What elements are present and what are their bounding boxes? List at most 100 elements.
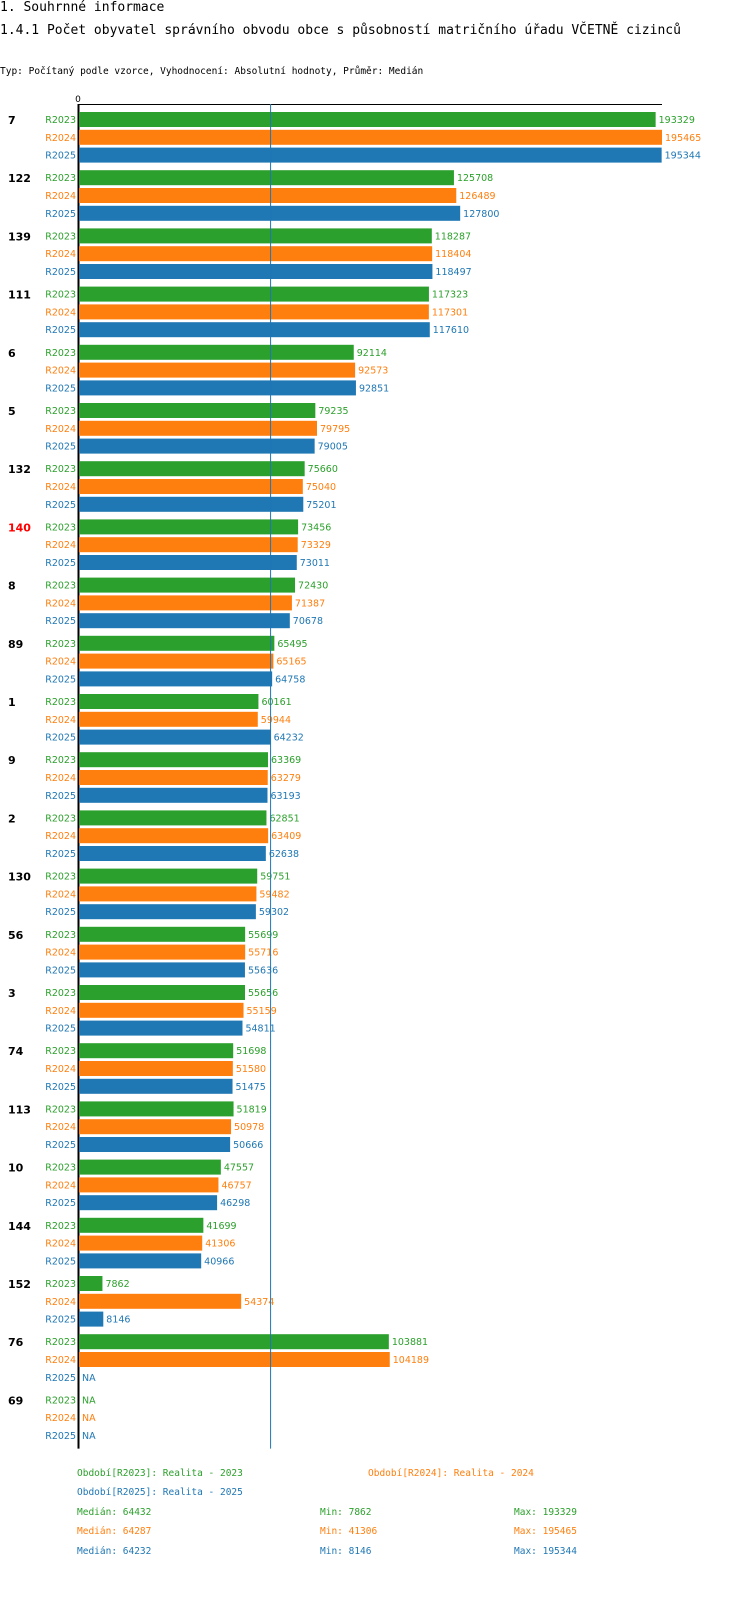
bar [79, 613, 290, 629]
series-label: R2024 [45, 540, 76, 551]
bar [79, 188, 457, 203]
bar-value-label: 118287 [435, 231, 471, 242]
series-label: R2025 [45, 616, 76, 627]
bar-value-label: 47557 [224, 1163, 254, 1174]
bar-value-label: 55656 [248, 988, 278, 999]
bar [79, 904, 256, 920]
bar [79, 519, 299, 535]
group-label: 144 [8, 1220, 31, 1233]
bar-value-label: 73456 [301, 522, 331, 533]
legend-median-r2023: Medián: 64432 [77, 1507, 152, 1518]
group-label: 10 [8, 1162, 24, 1175]
series-label: R2025 [45, 500, 76, 511]
bar-value-label: 118497 [435, 267, 471, 278]
group-label: 69 [8, 1394, 23, 1407]
series-label: R2025 [45, 442, 76, 453]
chart-subtitle: Typ: Počítaný podle vzorce, Vyhodnocení:… [0, 66, 424, 77]
group-label: 74 [8, 1045, 24, 1058]
bar-value-label: 51698 [236, 1046, 266, 1057]
bar [79, 1235, 203, 1251]
bar [79, 868, 258, 884]
bar-value-label: 118404 [435, 249, 471, 260]
bar-value-label: 41306 [205, 1239, 235, 1250]
bar-value-label: 75040 [306, 482, 336, 493]
bar [79, 496, 304, 512]
series-label: R2024 [45, 1413, 76, 1424]
na-label: NA [82, 1413, 96, 1424]
bar-value-label: 72430 [298, 581, 328, 592]
bar [79, 380, 356, 396]
legend-min-r2023: Min: 7862 [320, 1507, 372, 1518]
bar-value-label: 46298 [220, 1198, 250, 1209]
series-label: R2024 [45, 249, 76, 260]
series-label: R2024 [45, 831, 76, 842]
bar [79, 770, 268, 785]
series-label: R2025 [45, 209, 76, 220]
bar [79, 828, 269, 844]
series-label: R2023 [45, 115, 76, 126]
bar [79, 420, 317, 436]
legend-period-r2025: Období[R2025]: Realita - 2025 [77, 1487, 243, 1498]
group-label: 1 [8, 696, 16, 709]
bar-value-label: 195344 [665, 151, 701, 162]
group-label: 111 [8, 289, 31, 302]
page-title: 1.4.1 Počet obyvatel správního obvodu ob… [0, 23, 681, 38]
series-label: R2025 [45, 1082, 76, 1093]
series-label: R2024 [45, 773, 76, 784]
series-label: R2025 [45, 267, 76, 278]
series-label: R2024 [45, 191, 76, 202]
bar [79, 304, 429, 320]
series-label: R2025 [45, 965, 76, 976]
bar-value-label: 92573 [358, 366, 388, 377]
bar [79, 1137, 231, 1152]
series-label: R2023 [45, 581, 76, 592]
series-label: R2025 [45, 1431, 76, 1442]
bar-value-label: 70678 [293, 616, 323, 627]
series-label: R2023 [45, 639, 76, 650]
group-label: 130 [8, 871, 31, 884]
bar [79, 147, 662, 163]
bar-value-label: 41699 [206, 1221, 236, 1232]
bar [79, 246, 433, 262]
series-label: R2023 [45, 1104, 76, 1115]
bar [79, 1043, 234, 1059]
bar-value-label: 75660 [308, 464, 338, 475]
bar [79, 1119, 232, 1135]
bar [79, 205, 461, 221]
bar [79, 1334, 389, 1350]
series-label: R2024 [45, 657, 76, 668]
bar-value-label: 59302 [259, 907, 289, 918]
bar [79, 810, 267, 826]
bar [79, 1195, 218, 1211]
bar [79, 711, 258, 727]
bar [79, 537, 298, 553]
bar-value-label: 64758 [275, 674, 305, 685]
bar-value-label: 127800 [463, 209, 499, 220]
series-label: R2023 [45, 813, 76, 824]
bar [79, 577, 296, 593]
bar [79, 1352, 390, 1367]
bar [79, 1002, 244, 1018]
series-label: R2024 [45, 889, 76, 900]
bar-value-label: 71387 [295, 598, 325, 609]
series-label: R2023 [45, 930, 76, 941]
bar-value-label: 8146 [106, 1315, 130, 1326]
bar-value-label: 51475 [236, 1082, 266, 1093]
group-label: 152 [8, 1278, 31, 1291]
group-label: 5 [8, 405, 16, 418]
series-label: R2025 [45, 849, 76, 860]
legend-max-r2025: Max: 195344 [514, 1546, 577, 1557]
bar [79, 1311, 104, 1327]
legend-median-r2025: Medián: 64232 [77, 1546, 152, 1557]
group-label: 8 [8, 580, 16, 593]
series-label: R2023 [45, 464, 76, 475]
legend-median-r2024: Medián: 64287 [77, 1526, 152, 1537]
series-label: R2023 [45, 1395, 76, 1406]
bar [79, 595, 292, 611]
bar [79, 1159, 221, 1175]
legend-max-r2024: Max: 195465 [514, 1526, 577, 1537]
series-label: R2023 [45, 988, 76, 999]
bar [79, 170, 454, 186]
bar-value-label: 126489 [459, 191, 495, 202]
bar [79, 461, 305, 477]
